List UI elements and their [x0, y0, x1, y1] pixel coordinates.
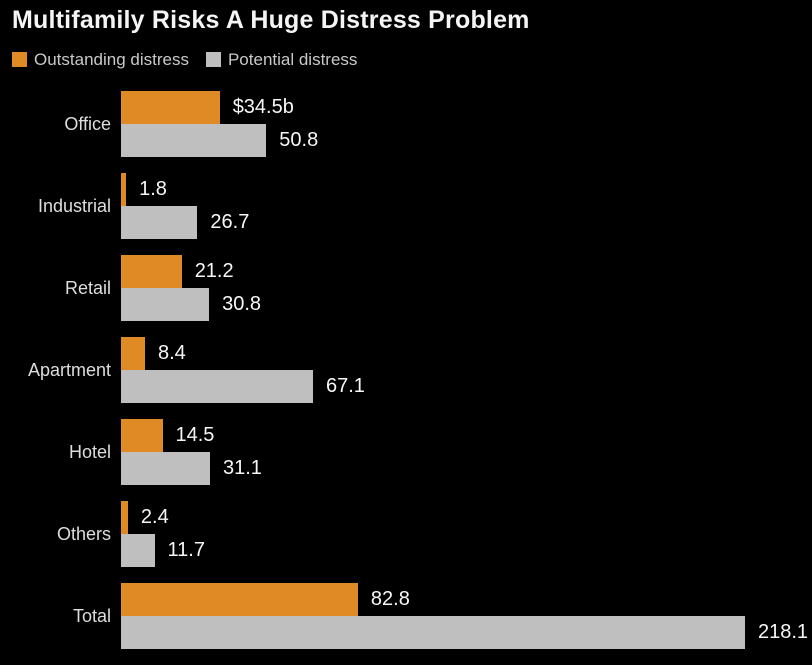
potential-distress-bar [121, 287, 210, 321]
category-label: Others [56, 523, 111, 544]
bar-line: 50.8 [121, 123, 812, 157]
outstanding-distress-bar [121, 90, 220, 124]
bar-value-label: 14.5 [175, 424, 215, 446]
legend: Outstanding distress Potential distress [12, 50, 812, 69]
legend-label-potential-distress: Potential distress [227, 50, 358, 69]
bar-value-label: 50.8 [279, 129, 319, 151]
potential-distress-bar [121, 369, 313, 403]
bar-value-label: 67.1 [326, 375, 365, 397]
legend-item-potential-distress: Potential distress [205, 50, 358, 69]
bar-group: 14.5 31.1 [121, 418, 812, 485]
potential-distress-bar [121, 205, 198, 239]
outstanding-distress-bar [121, 500, 128, 534]
category-label: Apartment [27, 359, 111, 380]
bar-value-label: 1.8 [139, 178, 167, 200]
bar-group: 1.8 26.7 [121, 172, 812, 239]
category-row-industrial: Industrial 1.8 26.7 [0, 172, 812, 239]
outstanding-distress-bar [121, 336, 145, 370]
bar-group: 82.8 218.1 [121, 582, 812, 649]
bar-value-label: 218.1 [758, 621, 809, 643]
category-row-others: Others 2.4 11.7 [0, 500, 812, 567]
bar-line: 1.8 [121, 172, 812, 206]
potential-distress-bar [121, 533, 155, 567]
legend-item-outstanding-distress: Outstanding distress [12, 51, 189, 68]
bar-value-label: 11.7 [167, 539, 205, 561]
category-label: Industrial [37, 195, 111, 216]
bar-line: 31.1 [121, 451, 812, 485]
category-row-retail: Retail 21.2 30.8 [0, 254, 812, 321]
bar-group: $34.5b 50.8 [121, 90, 812, 157]
bar-line: 8.4 [121, 336, 812, 370]
bar-line: 30.8 [121, 287, 812, 321]
bar-line: 21.2 [121, 254, 812, 288]
bar-group: 21.2 30.8 [121, 254, 812, 321]
chart-title: Multifamily Risks A Huge Distress Proble… [12, 6, 530, 34]
bar-line: 82.8 [121, 582, 812, 616]
bar-value-label: 26.7 [210, 211, 250, 233]
bar-group: 8.4 67.1 [121, 336, 812, 403]
bar-value-label: 2.4 [140, 506, 169, 528]
legend-swatch-gray-icon [205, 52, 221, 67]
category-row-total: Total 82.8 218.1 [0, 582, 812, 649]
potential-distress-bar [121, 451, 210, 485]
bar-value-label: 82.8 [370, 588, 410, 610]
bar-value-label: 8.4 [158, 342, 186, 364]
bar-value-label: 21.2 [194, 260, 234, 282]
legend-label-outstanding-distress: Outstanding distress [34, 50, 189, 69]
category-row-hotel: Hotel 14.5 31.1 [0, 418, 812, 485]
bar-value-label: 31.1 [223, 457, 262, 479]
bar-rows: Office $34.5b 50.8 Industrial 1.8 26.7 Retail 2… [0, 90, 812, 649]
legend-swatch-orange-icon [12, 52, 27, 67]
bar-line: 26.7 [121, 205, 812, 239]
bar-line: 67.1 [121, 369, 812, 403]
outstanding-distress-bar [121, 254, 182, 288]
outstanding-distress-bar [121, 418, 163, 452]
bar-line: $34.5b [121, 90, 812, 124]
bar-value-label: 30.8 [222, 293, 262, 315]
potential-distress-bar [121, 615, 745, 649]
category-label: Hotel [68, 441, 111, 462]
outstanding-distress-bar [121, 172, 127, 206]
bar-line: 218.1 [121, 615, 812, 649]
outstanding-distress-bar [121, 582, 358, 616]
bar-line: 14.5 [121, 418, 812, 452]
potential-distress-bar [121, 123, 267, 157]
category-row-office: Office $34.5b 50.8 [0, 90, 812, 157]
category-label: Office [64, 113, 111, 134]
category-label: Retail [64, 277, 111, 298]
bar-line: 11.7 [121, 533, 812, 567]
bar-group: 2.4 11.7 [121, 500, 812, 567]
category-row-apartment: Apartment 8.4 67.1 [0, 336, 812, 403]
category-label: Total [72, 605, 111, 626]
bar-value-label: $34.5b [232, 96, 294, 118]
bar-line: 2.4 [121, 500, 812, 534]
